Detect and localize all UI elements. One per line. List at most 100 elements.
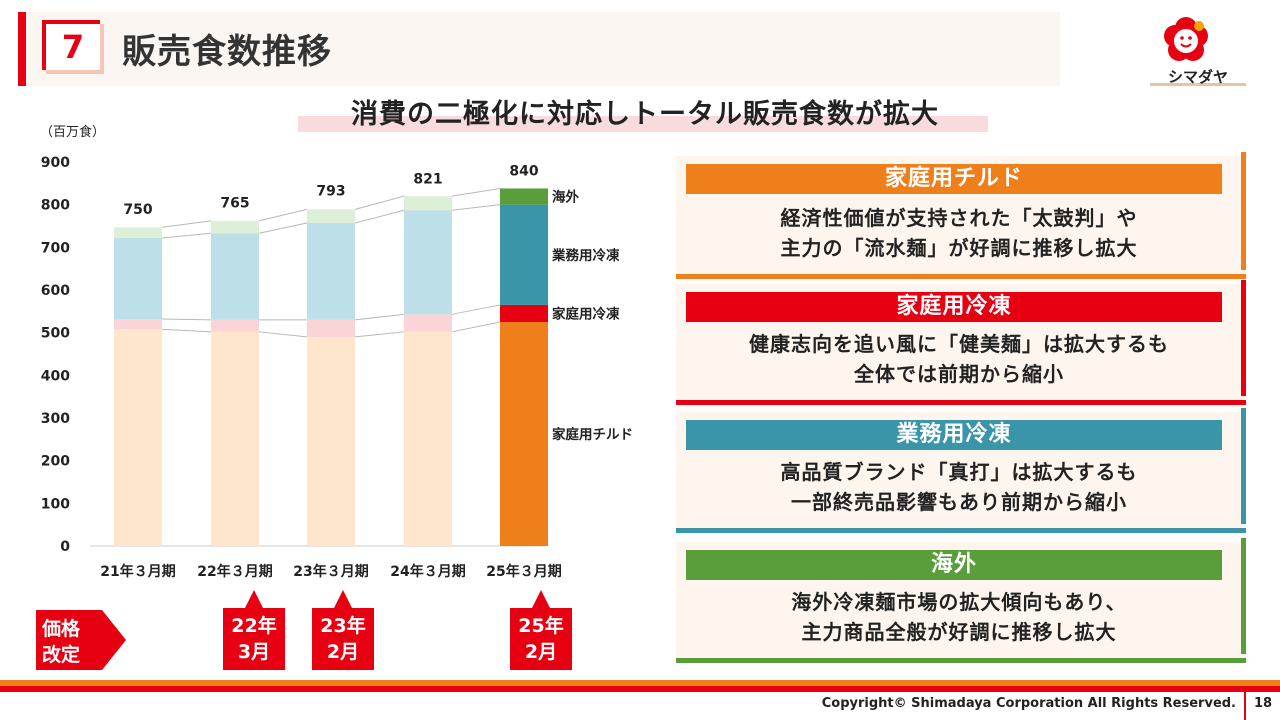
panel-title: 業務用冷凍 <box>686 420 1222 450</box>
panel-edge <box>1241 152 1246 270</box>
sales-volume-chart: （百万食） 0 100 200 300 400 500 600 700 800 900 750 21年３… <box>40 124 633 580</box>
bar-connector-line <box>354 331 405 338</box>
header-bar <box>18 12 1060 86</box>
page-title: 販売食数推移 <box>122 32 332 72</box>
bar-segment <box>114 237 162 320</box>
bar-total-label: 750 <box>123 202 152 218</box>
bar-segment <box>307 209 355 224</box>
footer-stripe <box>0 686 1280 692</box>
bar-segment <box>500 304 548 322</box>
series-label: 家庭用冷凍 <box>552 305 620 322</box>
y-tick-label: 600 <box>41 283 70 299</box>
panel-edge <box>1241 280 1246 396</box>
panel-text-line: 全体では前期から縮小 <box>854 362 1064 386</box>
bar-segment <box>211 319 259 332</box>
bar-segment <box>114 329 162 546</box>
bar-segment <box>404 196 452 211</box>
panel-text-line: 経済性価値が支持された「太鼓判」や <box>780 206 1138 230</box>
bar-total-label: 793 <box>316 184 345 200</box>
shimadaya-logo-icon <box>1164 17 1208 61</box>
bar-segment <box>211 220 259 234</box>
panel-business-frozen: 業務用冷凍 高品質ブランド「真打」は拡大するも 一部終売品影響もあり前期から縮小 <box>676 408 1246 533</box>
price-revision-marker: 23年 2月 <box>312 608 374 670</box>
bar-segment <box>404 314 452 332</box>
price-revision-label-line: 改定 <box>42 644 81 666</box>
bar-connector-line <box>161 220 212 228</box>
bar-segment <box>114 319 162 330</box>
y-tick-label: 900 <box>41 155 70 171</box>
marker-line: 25年 <box>518 615 564 637</box>
slide-subtitle: 消費の二極化に対応しトータル販売食数が拡大 <box>351 99 939 130</box>
bar-segment <box>211 331 259 546</box>
price-revision-label: 価格 改定 <box>42 616 92 668</box>
x-tick-label: 21年３月期 <box>100 563 175 580</box>
bar-segment <box>500 204 548 305</box>
bar-total-label: 821 <box>413 172 442 188</box>
section-number: 7 <box>61 28 85 66</box>
y-tick-label: 300 <box>41 411 70 427</box>
y-tick-label: 0 <box>60 539 70 555</box>
y-tick-label: 800 <box>41 198 70 214</box>
bar-segment <box>307 223 355 320</box>
panel-home-chilled: 家庭用チルド 経済性価値が支持された「太鼓判」や 主力の「流水麺」が好調に推移し… <box>676 152 1246 279</box>
bar-total-label: 840 <box>509 164 538 180</box>
panel-title: 海外 <box>686 550 1222 580</box>
bar-connector-line <box>161 328 212 333</box>
marker-line: 22年 <box>231 615 277 637</box>
series-label: 家庭用チルド <box>552 426 633 443</box>
marker-line: 2月 <box>524 641 558 663</box>
panel-text-line: 高品質ブランド「真打」は拡大するも <box>780 460 1138 484</box>
y-unit-label: （百万食） <box>40 124 105 140</box>
bar-connector-line <box>451 187 501 197</box>
bar-total-label: 765 <box>220 196 249 212</box>
price-revision-label-line: 価格 <box>42 618 81 640</box>
panel-home-frozen: 家庭用冷凍 健康志向を追い風に「健美麺」は拡大するも 全体では前期から縮小 <box>676 280 1246 405</box>
bar-segment <box>307 319 355 337</box>
footer-stripe <box>0 680 1280 686</box>
panel-overseas: 海外 海外冷凍麺市場の拡大傾向もあり、 主力商品全般が好調に推移し拡大 <box>676 538 1246 663</box>
panel-text-line: 主力の「流水麺」が好調に推移し拡大 <box>780 236 1138 260</box>
bar-segment <box>114 227 162 238</box>
bar-connector-line <box>258 331 308 338</box>
bar-connector-line <box>161 232 212 239</box>
bar-connector-line <box>451 321 501 333</box>
price-revision-marker: 22年 3月 <box>223 608 285 670</box>
panel-text-line: 健康志向を追い風に「健美麺」は拡大するも <box>749 332 1169 356</box>
bar-connector-line <box>451 304 501 315</box>
marker-pointer-icon <box>334 590 352 608</box>
x-tick-label: 22年３月期 <box>197 563 272 580</box>
copyright-text: Copyright© Shimadaya Corporation All Rig… <box>821 696 1236 711</box>
logo-text: シマダヤ <box>1150 66 1246 86</box>
bar-segment <box>404 331 452 546</box>
panel-edge <box>676 528 1246 533</box>
page-number-divider <box>1244 692 1246 720</box>
bar-connector-line <box>258 222 308 234</box>
header-accent <box>18 12 26 86</box>
marker-line: 2月 <box>326 641 360 663</box>
marker-pointer-icon <box>532 590 550 608</box>
panel-edge <box>1241 408 1246 524</box>
bar-connector-line <box>354 195 405 210</box>
x-tick-label: 25年３月期 <box>486 563 561 580</box>
bar-connector-line <box>451 204 501 211</box>
bar-segment <box>307 336 355 546</box>
marker-line: 3月 <box>237 641 271 663</box>
bar-segment <box>211 233 259 320</box>
bar-connector-line <box>161 318 212 321</box>
y-tick-label: 400 <box>41 368 70 384</box>
subtitle-highlight <box>298 116 988 132</box>
y-tick-label: 500 <box>41 326 70 342</box>
y-tick-label: 100 <box>41 496 70 512</box>
panel-edge <box>676 658 1246 663</box>
panel-edge <box>1241 538 1246 654</box>
y-tick-label: 200 <box>41 454 70 470</box>
price-revision-marker: 25年 2月 <box>510 608 572 670</box>
bar-segment <box>404 210 452 315</box>
bar-connector-line <box>354 313 405 321</box>
panel-edge <box>676 274 1246 279</box>
x-tick-label: 23年３月期 <box>293 563 368 580</box>
series-label: 海外 <box>552 189 580 206</box>
page-number: 18 <box>1253 696 1273 711</box>
panel-edge <box>676 400 1246 405</box>
section-number-box: 7 <box>42 20 100 70</box>
